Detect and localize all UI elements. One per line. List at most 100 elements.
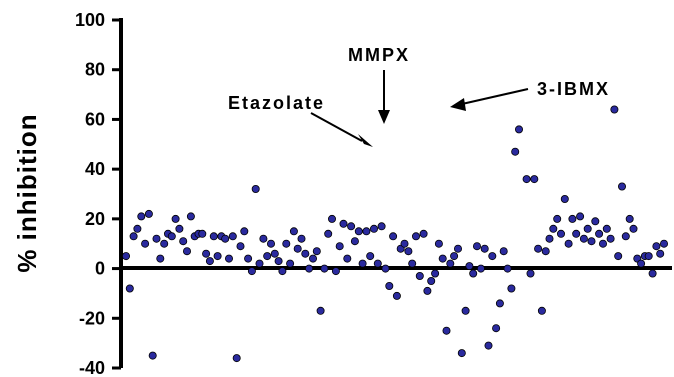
data-point — [240, 227, 249, 236]
data-point — [560, 194, 569, 203]
data-point — [392, 291, 401, 300]
data-point — [534, 244, 543, 253]
data-point — [263, 252, 272, 261]
data-point — [167, 232, 176, 241]
data-point — [297, 234, 306, 243]
data-point — [259, 234, 268, 243]
data-point — [354, 227, 363, 236]
data-point — [160, 239, 169, 248]
data-point — [469, 269, 478, 278]
data-point — [175, 224, 184, 233]
data-point — [472, 242, 481, 251]
data-point — [587, 237, 596, 246]
data-point — [278, 267, 287, 276]
data-point — [198, 229, 207, 238]
y-axis-label: % inhibition — [12, 113, 42, 272]
data-point — [179, 237, 188, 246]
data-point — [350, 237, 359, 246]
data-point — [595, 229, 604, 238]
data-point — [434, 239, 443, 248]
data-point — [511, 147, 520, 156]
data-point — [369, 224, 378, 233]
data-point — [614, 252, 623, 261]
data-point — [316, 306, 325, 315]
data-point — [247, 267, 256, 276]
annotation-arrow-3-ibmx — [461, 88, 529, 105]
data-point — [442, 326, 451, 335]
data-point — [579, 234, 588, 243]
data-point — [320, 264, 329, 273]
data-point — [274, 257, 283, 266]
data-point — [152, 234, 161, 243]
data-point — [289, 227, 298, 236]
data-point — [156, 254, 165, 263]
data-point — [232, 354, 241, 363]
data-point — [625, 214, 634, 223]
data-points — [122, 105, 669, 363]
data-point — [450, 252, 459, 261]
data-point — [266, 239, 275, 248]
data-point — [431, 269, 440, 278]
data-point — [270, 249, 279, 258]
data-point — [522, 175, 531, 184]
data-point — [335, 242, 344, 251]
data-point — [362, 227, 371, 236]
data-point — [415, 271, 424, 280]
data-point — [251, 184, 260, 193]
data-point — [224, 254, 233, 263]
data-point — [137, 212, 146, 221]
data-point — [202, 249, 211, 258]
data-point — [484, 341, 493, 350]
data-point — [618, 182, 627, 191]
data-point — [400, 239, 409, 248]
data-point — [324, 229, 333, 238]
data-point — [644, 252, 653, 261]
data-point — [572, 229, 581, 238]
data-point — [129, 232, 138, 241]
data-point — [343, 254, 352, 263]
data-point — [381, 264, 390, 273]
data-point — [347, 222, 356, 231]
data-point — [568, 214, 577, 223]
data-point — [366, 252, 375, 261]
data-point — [629, 224, 638, 233]
data-point — [122, 252, 131, 261]
annotation-label-3-ibmx: 3-IBMX — [537, 79, 610, 99]
data-point — [465, 262, 474, 271]
y-tick-label: 20 — [85, 209, 105, 229]
data-point — [457, 349, 466, 358]
data-point — [221, 234, 230, 243]
data-point — [255, 259, 264, 268]
data-point — [228, 232, 237, 241]
data-point — [652, 242, 661, 251]
data-point — [564, 239, 573, 248]
data-point — [537, 306, 546, 315]
data-point — [411, 232, 420, 241]
data-point — [648, 269, 657, 278]
data-point — [389, 232, 398, 241]
data-point — [606, 234, 615, 243]
data-point — [293, 244, 302, 253]
data-point — [358, 259, 367, 268]
data-point — [476, 264, 485, 273]
data-point — [331, 267, 340, 276]
annotation-arrowhead-etazolate — [358, 134, 373, 147]
data-point — [576, 212, 585, 221]
data-point — [438, 254, 447, 263]
data-point — [557, 229, 566, 238]
data-point — [488, 252, 497, 261]
y-tick-label: 40 — [85, 159, 105, 179]
data-point — [301, 249, 310, 258]
data-point — [209, 232, 218, 241]
annotation-arrow-etazolate — [310, 112, 363, 142]
data-point — [526, 269, 535, 278]
data-point — [545, 234, 554, 243]
data-point — [541, 247, 550, 256]
y-ticks: 100 80 60 40 20 0 -20 -40 — [75, 10, 121, 377]
y-tick-label: -20 — [79, 308, 105, 328]
data-point — [373, 259, 382, 268]
data-point — [236, 242, 245, 251]
annotations: MMPX Etazolate 3-IBMX — [228, 45, 610, 147]
data-point — [610, 105, 619, 114]
